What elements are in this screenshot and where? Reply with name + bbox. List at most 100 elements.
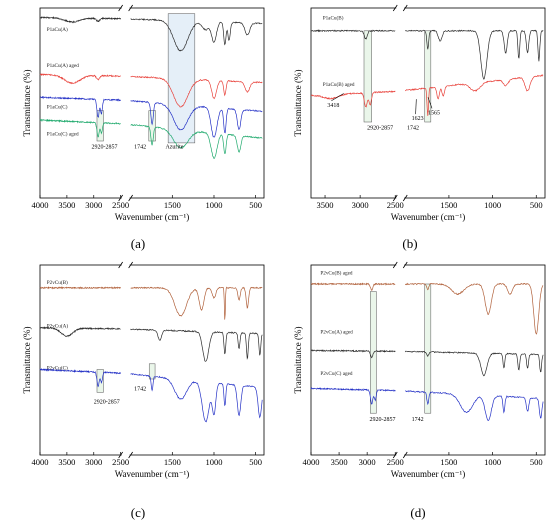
x-tick-label: 1000 — [205, 457, 222, 467]
x-tick-label: 500 — [530, 200, 543, 210]
series-line — [310, 349, 396, 359]
series-line — [310, 282, 396, 291]
x-axis-label: Wavenumber (cm⁻¹) — [391, 469, 465, 479]
axis-break-top — [121, 262, 130, 268]
annotation-label: Azurite — [165, 145, 183, 151]
chart-panel-2: P1aCu(B) P1aCu(B) aged 3418 2920-2857 1742 16… — [293, 4, 546, 251]
x-axis-label: Wavenumber (cm⁻¹) — [115, 212, 189, 222]
x-tick-label: 2500 — [387, 200, 404, 210]
series-line — [310, 29, 396, 40]
x-tick-label: 500 — [249, 200, 262, 210]
axis-break-top — [396, 5, 405, 11]
series-line — [130, 373, 263, 423]
y-axis-label: Transmittance (%) — [22, 70, 32, 137]
axis-break-bottom — [121, 195, 130, 201]
break-slash — [392, 4, 398, 12]
series-line — [310, 387, 396, 405]
x-tick-label: 2500 — [112, 200, 129, 210]
series-label: P1aCu(C) aged — [47, 130, 79, 137]
break-slash — [402, 194, 408, 202]
series-line — [39, 16, 121, 24]
axis-break-bottom — [121, 452, 130, 458]
annotation-label: 1742 — [412, 417, 424, 423]
highlight-band — [424, 30, 432, 123]
break-slash — [128, 261, 133, 269]
annotation-label: 1742 — [134, 145, 146, 151]
plot-frame — [39, 264, 265, 456]
break-slash — [392, 261, 398, 269]
x-tick-label: 3000 — [85, 457, 102, 467]
axis-break-bottom — [396, 452, 405, 458]
annotation-label: 2920-2857 — [92, 145, 118, 151]
series-line — [39, 118, 121, 138]
x-tick-label: 1500 — [440, 457, 457, 467]
series-label: P1aCu(B) — [323, 14, 344, 21]
chart-panel-4: P2vCu(B) aged P2vCu(A) aged P2vCu(C) aged 2… — [293, 261, 546, 520]
break-slash — [118, 261, 123, 269]
annotation-label: 1623 — [412, 116, 424, 122]
x-tick-label: 3500 — [58, 457, 75, 467]
x-tick-label: 1500 — [164, 200, 181, 210]
series-line — [130, 123, 263, 159]
annotation-label: 1742 — [134, 386, 146, 392]
panel-label: (a) — [131, 236, 145, 251]
annotation-arrow — [331, 93, 344, 102]
plot-frame — [39, 7, 265, 199]
x-tick-label: 2500 — [112, 457, 129, 467]
annotation-label: 2920-2857 — [94, 400, 120, 406]
x-tick-label: 3500 — [331, 457, 348, 467]
highlight-band — [148, 110, 156, 142]
series-line — [405, 74, 544, 116]
series-line — [39, 286, 121, 290]
annotation-label: 1565 — [428, 110, 440, 116]
series-label: P2vCu(A) — [47, 323, 69, 330]
annotation-arrow — [415, 99, 417, 115]
annotation-label: 2920-2857 — [370, 417, 396, 423]
series-label: P2vCu(B) — [47, 279, 68, 286]
chart-panel-1: P1aCu(A) P1aCu(A) aged P1aCu(C) P1aCu(C) ag… — [22, 4, 265, 251]
series-label: P1aCu(B) aged — [323, 81, 355, 88]
series-label: P2vCu(C) aged — [320, 370, 353, 377]
series-line — [310, 90, 396, 108]
plot-frame — [310, 7, 546, 199]
break-slash — [128, 4, 133, 12]
axis-break-bottom — [396, 195, 405, 201]
axis-break-top — [121, 5, 130, 11]
x-tick-label: 1000 — [205, 200, 222, 210]
highlight-band — [96, 369, 104, 393]
series-line — [40, 95, 121, 118]
x-tick-label: 3000 — [352, 200, 369, 210]
break-slash — [402, 451, 408, 459]
x-tick-label: 2500 — [387, 457, 404, 467]
x-tick-label: 500 — [530, 457, 543, 467]
series-line — [404, 350, 544, 377]
x-tick-label: 1000 — [484, 457, 501, 467]
break-slash — [128, 194, 133, 202]
x-tick-label: 4000 — [303, 457, 320, 467]
break-slash — [402, 261, 408, 269]
series-label: P2vCu(A) aged — [320, 328, 353, 335]
break-slash — [128, 451, 133, 459]
y-axis-label: Transmittance (%) — [293, 70, 303, 137]
x-tick-label: 3500 — [58, 200, 75, 210]
series-line — [39, 326, 121, 338]
x-tick-label: 1000 — [484, 200, 501, 210]
highlight-band — [148, 363, 156, 380]
series-line — [405, 390, 544, 421]
series-label: P1aCu(A) aged — [47, 62, 80, 69]
x-tick-label: 1500 — [164, 457, 181, 467]
series-label: P2vCu(B) aged — [320, 270, 353, 277]
annotation-label: 1742 — [407, 126, 419, 132]
highlight-band — [424, 283, 432, 414]
x-axis-label: Wavenumber (cm⁻¹) — [115, 469, 189, 479]
panel-label: (c) — [131, 505, 145, 520]
x-tick-label: 3000 — [359, 457, 376, 467]
x-tick-label: 500 — [249, 457, 262, 467]
annotation-label: 3418 — [327, 103, 339, 109]
x-tick-label: 4000 — [32, 200, 49, 210]
chart-panel-3: P2vCu(B) P2vCu(A) P2vCu(C) 2920-2857 1742 400… — [22, 261, 265, 520]
series-line — [130, 328, 263, 362]
panel-label: (d) — [410, 505, 425, 520]
x-tick-label: 4000 — [32, 457, 49, 467]
